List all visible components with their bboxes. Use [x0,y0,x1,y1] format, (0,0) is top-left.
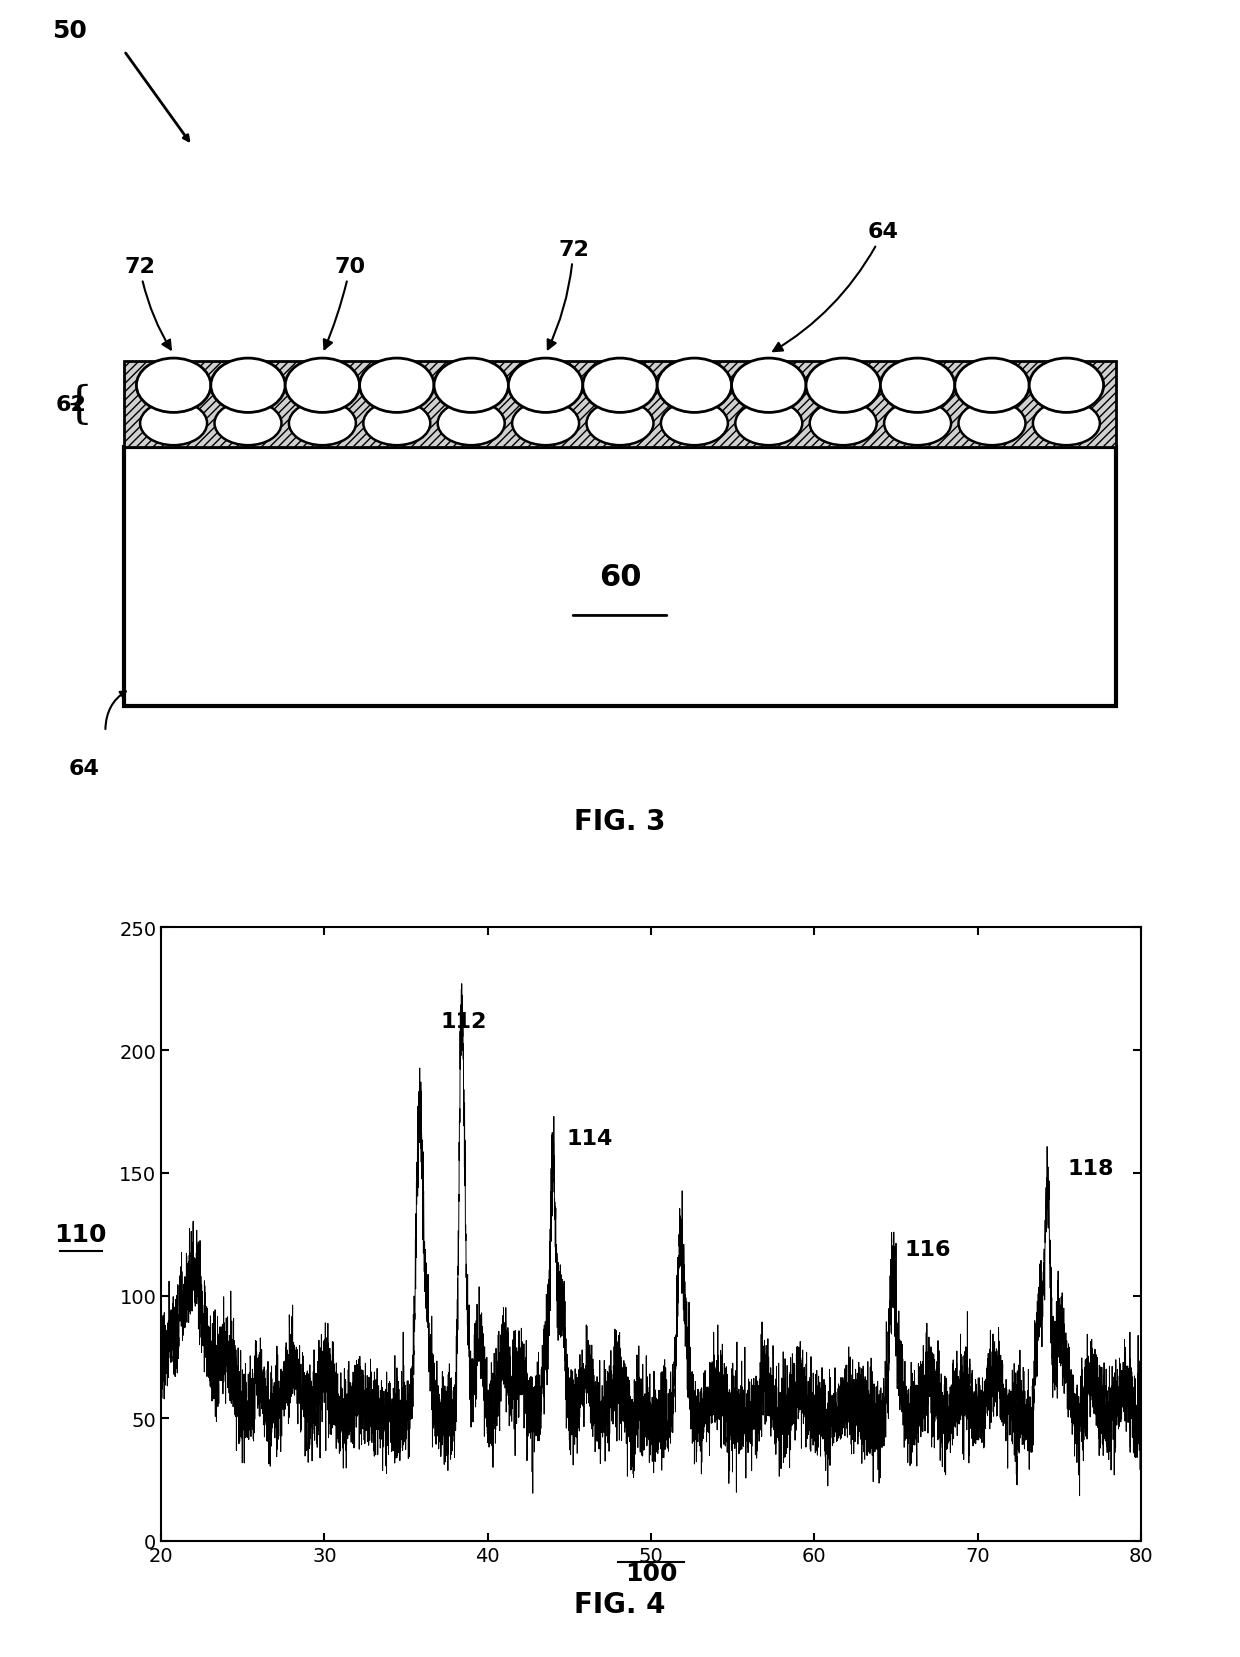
Text: {: { [64,383,93,426]
Ellipse shape [959,403,1025,446]
Text: 72: 72 [124,257,171,350]
Text: 118: 118 [1068,1158,1114,1178]
Ellipse shape [810,403,877,446]
Ellipse shape [1033,403,1100,446]
Ellipse shape [140,403,207,446]
Ellipse shape [285,360,360,413]
Text: 1̲0̲0̲: 1̲0̲0̲ [625,1564,677,1587]
Ellipse shape [661,403,728,446]
FancyBboxPatch shape [124,447,1116,706]
Ellipse shape [289,403,356,446]
Ellipse shape [583,360,657,413]
Ellipse shape [884,403,951,446]
Text: 64: 64 [68,759,99,779]
Ellipse shape [211,360,285,413]
Ellipse shape [215,403,281,446]
Text: 110: 110 [55,1223,107,1246]
Text: 114: 114 [567,1128,613,1148]
Ellipse shape [434,360,508,413]
Ellipse shape [508,360,583,413]
Text: FIG. 3: FIG. 3 [574,809,666,835]
Ellipse shape [360,360,434,413]
Text: 112: 112 [440,1011,486,1031]
Text: 60: 60 [599,563,641,592]
Text: 50: 50 [52,20,87,43]
Ellipse shape [880,360,955,413]
Text: 72: 72 [548,240,589,350]
Text: 62: 62 [56,394,87,414]
Text: 116: 116 [904,1239,951,1259]
Text: 100: 100 [625,1561,677,1584]
Ellipse shape [1029,360,1104,413]
Ellipse shape [512,403,579,446]
Text: 64: 64 [774,222,899,351]
Ellipse shape [732,360,806,413]
Text: FIG. 4: FIG. 4 [574,1591,666,1617]
Ellipse shape [587,403,653,446]
Ellipse shape [735,403,802,446]
Text: 70: 70 [324,257,366,350]
FancyBboxPatch shape [124,361,1116,447]
Ellipse shape [657,360,732,413]
Ellipse shape [806,360,880,413]
Ellipse shape [438,403,505,446]
Ellipse shape [136,360,211,413]
Ellipse shape [363,403,430,446]
Ellipse shape [955,360,1029,413]
